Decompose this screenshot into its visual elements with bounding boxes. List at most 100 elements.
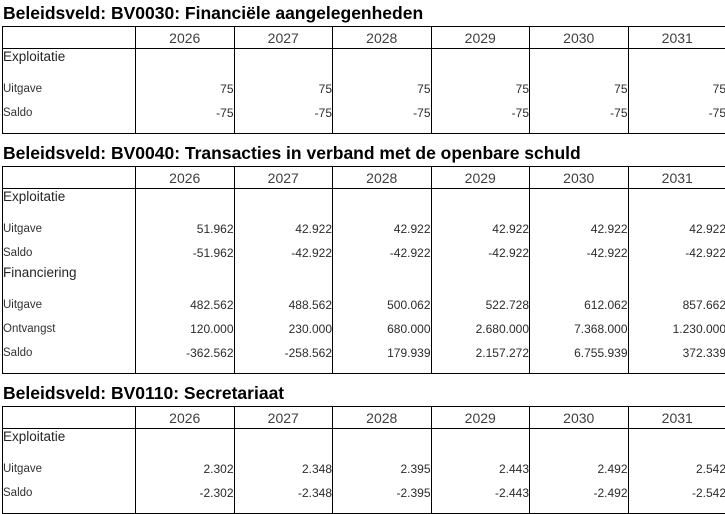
- row-label: Saldo: [3, 101, 136, 125]
- section-label: Exploitatie: [3, 429, 136, 458]
- beleidsveld-title: Beleidsveld: BV0040: Transacties in verb…: [3, 143, 725, 163]
- value-cell: 179.939: [333, 341, 432, 365]
- year-header: 2029: [431, 407, 530, 429]
- value-cell: 857.662: [628, 293, 725, 317]
- value-cell: -42.922: [234, 241, 333, 265]
- value-cell: 680.000: [333, 317, 432, 341]
- year-header: 2029: [431, 27, 530, 49]
- empty-cell: [3, 365, 136, 374]
- value-cell: -75: [333, 101, 432, 125]
- empty-cell: [136, 365, 235, 374]
- empty-cell: [234, 505, 333, 514]
- row-label: Uitgave: [3, 217, 136, 241]
- value-cell: 42.922: [530, 217, 629, 241]
- value-cell: 2.443: [431, 457, 530, 481]
- section-row: Exploitatie: [3, 189, 725, 218]
- beleidsveld-block-bv0030: Beleidsveld: BV0030: Financiële aangeleg…: [2, 3, 725, 134]
- value-cell: 500.062: [333, 293, 432, 317]
- data-row: Uitgave 482.562 488.562 500.062 522.728 …: [3, 293, 725, 317]
- year-header: 2027: [234, 167, 333, 189]
- empty-cell: [333, 505, 432, 514]
- row-label: Ontvangst: [3, 317, 136, 341]
- value-cell: 2.395: [333, 457, 432, 481]
- empty-cell: [530, 189, 629, 218]
- value-cell: 482.562: [136, 293, 235, 317]
- section-row: Exploitatie: [3, 429, 725, 458]
- value-cell: 2.542: [628, 457, 725, 481]
- section-label: Exploitatie: [3, 49, 136, 78]
- value-cell: 7.368.000: [530, 317, 629, 341]
- empty-cell: [530, 125, 629, 134]
- corner-cell: [3, 167, 136, 189]
- value-cell: 51.962: [136, 217, 235, 241]
- year-header: 2030: [530, 407, 629, 429]
- year-header: 2027: [234, 407, 333, 429]
- year-header: 2030: [530, 27, 629, 49]
- row-label: Saldo: [3, 341, 136, 365]
- empty-cell: [234, 365, 333, 374]
- value-cell: 2.302: [136, 457, 235, 481]
- beleidsveld-title: Beleidsveld: BV0110: Secretariaat: [3, 383, 725, 403]
- value-cell: -362.562: [136, 341, 235, 365]
- value-cell: -2.492: [530, 481, 629, 505]
- year-header: 2027: [234, 27, 333, 49]
- value-cell: -75: [628, 101, 725, 125]
- empty-cell: [234, 265, 333, 293]
- row-label: Saldo: [3, 241, 136, 265]
- empty-cell: [234, 49, 333, 78]
- empty-cell: [136, 429, 235, 458]
- empty-cell: [628, 429, 725, 458]
- empty-cell: [530, 265, 629, 293]
- year-header: 2031: [628, 167, 725, 189]
- value-cell: 6.755.939: [530, 341, 629, 365]
- year-header: 2028: [333, 27, 432, 49]
- value-cell: -75: [431, 101, 530, 125]
- value-cell: 612.062: [530, 293, 629, 317]
- year-header: 2026: [136, 27, 235, 49]
- value-cell: 42.922: [234, 217, 333, 241]
- budget-table-bv0040: 2026 2027 2028 2029 2030 2031 Exploitati…: [2, 166, 725, 374]
- empty-cell: [3, 125, 136, 134]
- year-header: 2026: [136, 167, 235, 189]
- value-cell: 2.157.272: [431, 341, 530, 365]
- value-cell: 120.000: [136, 317, 235, 341]
- data-row: Uitgave 75 75 75 75 75 75: [3, 77, 725, 101]
- empty-cell: [333, 265, 432, 293]
- row-label: Uitgave: [3, 293, 136, 317]
- empty-cell: [530, 365, 629, 374]
- spacer-row: [3, 125, 725, 134]
- value-cell: 42.922: [628, 217, 725, 241]
- data-row: Ontvangst 120.000 230.000 680.000 2.680.…: [3, 317, 725, 341]
- value-cell: 2.680.000: [431, 317, 530, 341]
- empty-cell: [333, 429, 432, 458]
- table-clip: 2026 2027 2028 2029 2030 2031 Exploitati…: [2, 406, 725, 514]
- empty-cell: [333, 49, 432, 78]
- value-cell: 75: [333, 77, 432, 101]
- data-row: Uitgave 2.302 2.348 2.395 2.443 2.492 2.…: [3, 457, 725, 481]
- empty-cell: [530, 429, 629, 458]
- section-row: Financiering: [3, 265, 725, 293]
- value-cell: 1.230.000: [628, 317, 725, 341]
- value-cell: 488.562: [234, 293, 333, 317]
- value-cell: -42.922: [431, 241, 530, 265]
- section-row: Exploitatie: [3, 49, 725, 78]
- value-cell: 42.922: [431, 217, 530, 241]
- value-cell: 372.339: [628, 341, 725, 365]
- value-cell: 75: [628, 77, 725, 101]
- empty-cell: [333, 365, 432, 374]
- year-header: 2029: [431, 167, 530, 189]
- empty-cell: [431, 49, 530, 78]
- value-cell: -42.922: [530, 241, 629, 265]
- empty-cell: [431, 429, 530, 458]
- section-label: Exploitatie: [3, 189, 136, 218]
- budget-table-bv0030: 2026 2027 2028 2029 2030 2031 Exploitati…: [2, 26, 725, 134]
- empty-cell: [628, 505, 725, 514]
- value-cell: 2.348: [234, 457, 333, 481]
- year-header: 2028: [333, 167, 432, 189]
- beleidsveld-block-bv0040: Beleidsveld: BV0040: Transacties in verb…: [2, 143, 725, 374]
- empty-cell: [628, 125, 725, 134]
- section-label: Financiering: [3, 265, 136, 293]
- empty-cell: [431, 265, 530, 293]
- value-cell: -2.542: [628, 481, 725, 505]
- value-cell: 42.922: [333, 217, 432, 241]
